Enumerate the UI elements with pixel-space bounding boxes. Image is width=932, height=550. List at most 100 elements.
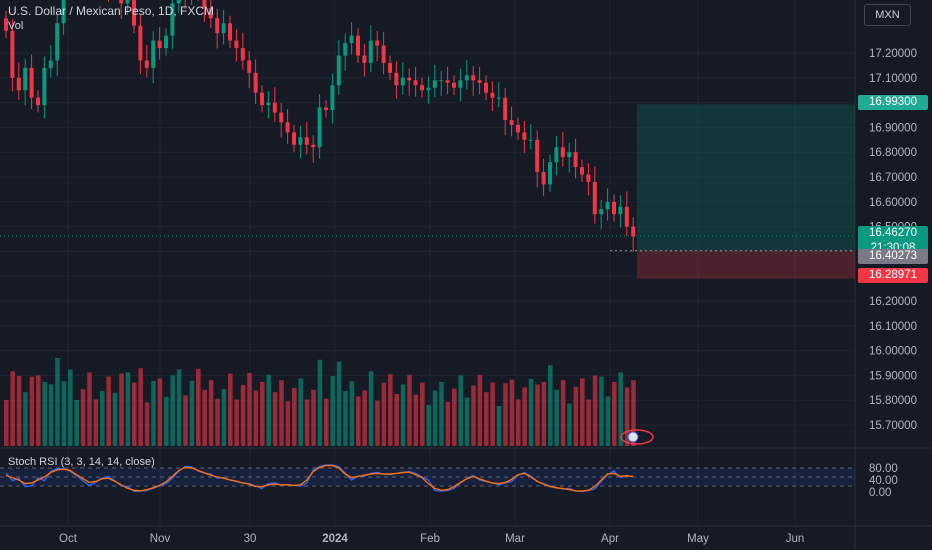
y-tick-label: 17.20000 — [869, 48, 917, 60]
volume-bar — [253, 390, 259, 446]
y-tick-label: 17.10000 — [869, 73, 917, 85]
candle — [362, 55, 367, 63]
volume-bar — [311, 389, 316, 446]
volume-bar — [445, 401, 451, 446]
candle — [125, 0, 130, 4]
candle — [221, 23, 226, 34]
volume-bar — [560, 380, 566, 446]
candle — [624, 206, 629, 227]
y-tick-label: 16.70000 — [869, 172, 917, 184]
volume-bar — [413, 394, 419, 446]
candle — [311, 144, 316, 148]
x-tick-label: 2024 — [322, 533, 348, 545]
volume-bar — [292, 388, 297, 446]
candle — [272, 102, 277, 113]
candle — [42, 67, 47, 106]
candle — [490, 92, 495, 98]
x-tick-label: Nov — [150, 533, 171, 545]
volume-bar — [388, 374, 393, 446]
volume-bar — [202, 389, 207, 446]
volume-bar — [196, 368, 201, 446]
y-tick-label: 16.80000 — [869, 147, 917, 159]
volume-bar — [279, 380, 284, 446]
y-tick-label: 16.90000 — [869, 122, 917, 134]
volume-bars — [4, 358, 636, 446]
candle — [292, 132, 296, 145]
candle — [420, 85, 424, 91]
event-icon[interactable] — [620, 429, 654, 445]
candle — [164, 35, 168, 49]
candle — [413, 80, 418, 86]
candle — [554, 147, 559, 163]
candle — [343, 43, 348, 56]
volume-bar — [208, 380, 214, 446]
volume-bar — [119, 373, 124, 446]
volume-bar — [599, 376, 604, 446]
candle — [432, 80, 437, 88]
volume-bar — [228, 373, 233, 446]
y-tick-label: 16.00000 — [869, 346, 917, 358]
stoch-tick-label: 40.00 — [869, 475, 898, 487]
candle — [503, 97, 508, 120]
volume-bar — [394, 394, 399, 446]
volume-bar — [68, 369, 73, 446]
volume-bar — [221, 389, 227, 446]
candle — [484, 82, 488, 93]
y-tick-label: 16.20000 — [869, 296, 917, 308]
candle — [247, 60, 252, 73]
volume-bar — [87, 372, 92, 446]
candle — [439, 80, 444, 82]
volume-bar — [580, 378, 585, 446]
stoch-rsi-label: Stoch RSI (3, 3, 14, 14, close) — [8, 456, 155, 468]
volume-bar — [317, 359, 323, 446]
candle — [176, 0, 181, 4]
x-tick-label: Oct — [59, 533, 78, 545]
candle — [388, 62, 392, 73]
volume-bar — [157, 378, 163, 446]
volume-bar — [484, 392, 489, 446]
candle — [279, 112, 284, 123]
candle — [445, 80, 450, 83]
volume-bar — [112, 392, 118, 446]
volume-bar — [516, 399, 521, 446]
candle — [631, 226, 636, 237]
loss-zone[interactable] — [637, 250, 855, 279]
x-tick-label: May — [687, 533, 709, 545]
candle — [317, 107, 322, 148]
candle — [48, 60, 53, 68]
candle — [55, 23, 60, 61]
y-tick-label: 16.60000 — [869, 197, 917, 209]
stoch-k-line — [5, 464, 634, 493]
volume-bar — [400, 384, 406, 446]
candle — [560, 147, 565, 158]
candle — [541, 172, 546, 185]
volume-bar — [151, 380, 156, 446]
volume-bar — [548, 365, 553, 446]
volume-bar — [23, 392, 28, 446]
profit-zone[interactable] — [637, 104, 855, 251]
currency-button[interactable]: MXN — [864, 4, 911, 26]
volume-bar — [36, 375, 41, 446]
volume-bar — [74, 400, 79, 446]
candle — [516, 124, 520, 133]
volume-bar — [490, 382, 495, 446]
volume-bar — [16, 376, 22, 446]
volume-bar — [458, 375, 463, 446]
symbol-title: U.S. Dollar / Mexican Peso, 1D, FXCM — [8, 4, 215, 18]
volume-bar — [477, 374, 483, 446]
volume-bar — [407, 374, 412, 446]
flag-icon[interactable] — [627, 431, 639, 443]
candle — [426, 87, 431, 91]
volume-bar — [362, 390, 367, 446]
candle — [592, 181, 597, 215]
entry-price-label: 16.40273 — [858, 249, 928, 264]
candle — [336, 55, 341, 86]
candle — [266, 102, 271, 106]
candle — [400, 77, 405, 86]
candle — [260, 92, 264, 106]
volume-bar — [48, 384, 54, 446]
candle — [458, 80, 463, 88]
volume-bar — [304, 399, 310, 446]
volume-bar — [298, 378, 303, 446]
volume-bar — [176, 369, 182, 446]
